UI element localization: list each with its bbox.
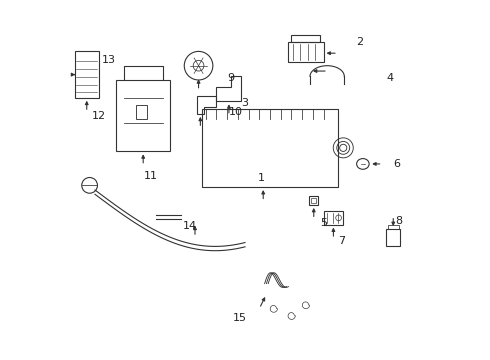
Text: 9: 9 [227, 73, 234, 83]
Text: 8: 8 [395, 216, 402, 226]
Bar [202, 109, 338, 187]
Bar [288, 42, 323, 62]
Bar [323, 211, 343, 225]
Text: 11: 11 [144, 171, 157, 181]
Text: 13: 13 [102, 55, 116, 65]
Text: 6: 6 [393, 159, 400, 169]
Bar [292, 35, 320, 42]
Bar [311, 198, 317, 203]
Text: 7: 7 [338, 236, 345, 246]
Text: 3: 3 [242, 98, 248, 108]
Bar [386, 229, 400, 246]
Text: 1: 1 [258, 173, 265, 183]
Bar [388, 225, 398, 229]
Text: 12: 12 [92, 111, 106, 121]
Text: 14: 14 [183, 221, 196, 231]
Text: 2: 2 [356, 37, 363, 48]
Bar [309, 196, 318, 205]
Text: 15: 15 [233, 312, 246, 323]
Bar [117, 80, 170, 152]
Text: 5: 5 [320, 218, 327, 228]
Bar [136, 105, 147, 119]
Text: 4: 4 [386, 73, 393, 83]
Text: 10: 10 [229, 107, 243, 117]
